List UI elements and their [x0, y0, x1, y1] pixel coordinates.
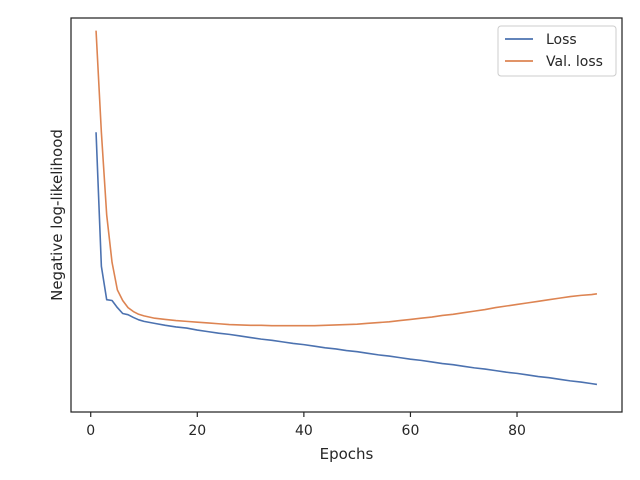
- x-axis-label: Epochs: [320, 445, 374, 463]
- x-tick-label: 60: [402, 423, 420, 439]
- plot-frame: [70, 17, 623, 413]
- series-line-1: [95, 30, 598, 327]
- series-layer: [95, 30, 598, 386]
- legend-label-1: Val. loss: [546, 54, 603, 70]
- x-tick-label: 40: [295, 423, 313, 439]
- x-tick-label: 0: [86, 423, 95, 439]
- series-line-0: [95, 132, 598, 386]
- y-axis-label: Negative log-likelihood: [48, 129, 66, 301]
- legend: Loss Val. loss: [497, 25, 617, 77]
- x-tick-label: 80: [508, 423, 526, 439]
- legend-label-0: Loss: [546, 32, 577, 48]
- x-tick-label: 20: [188, 423, 206, 439]
- x-axis-ticks: 0 20 40 60 80: [86, 412, 526, 439]
- plot-area: [71, 18, 622, 412]
